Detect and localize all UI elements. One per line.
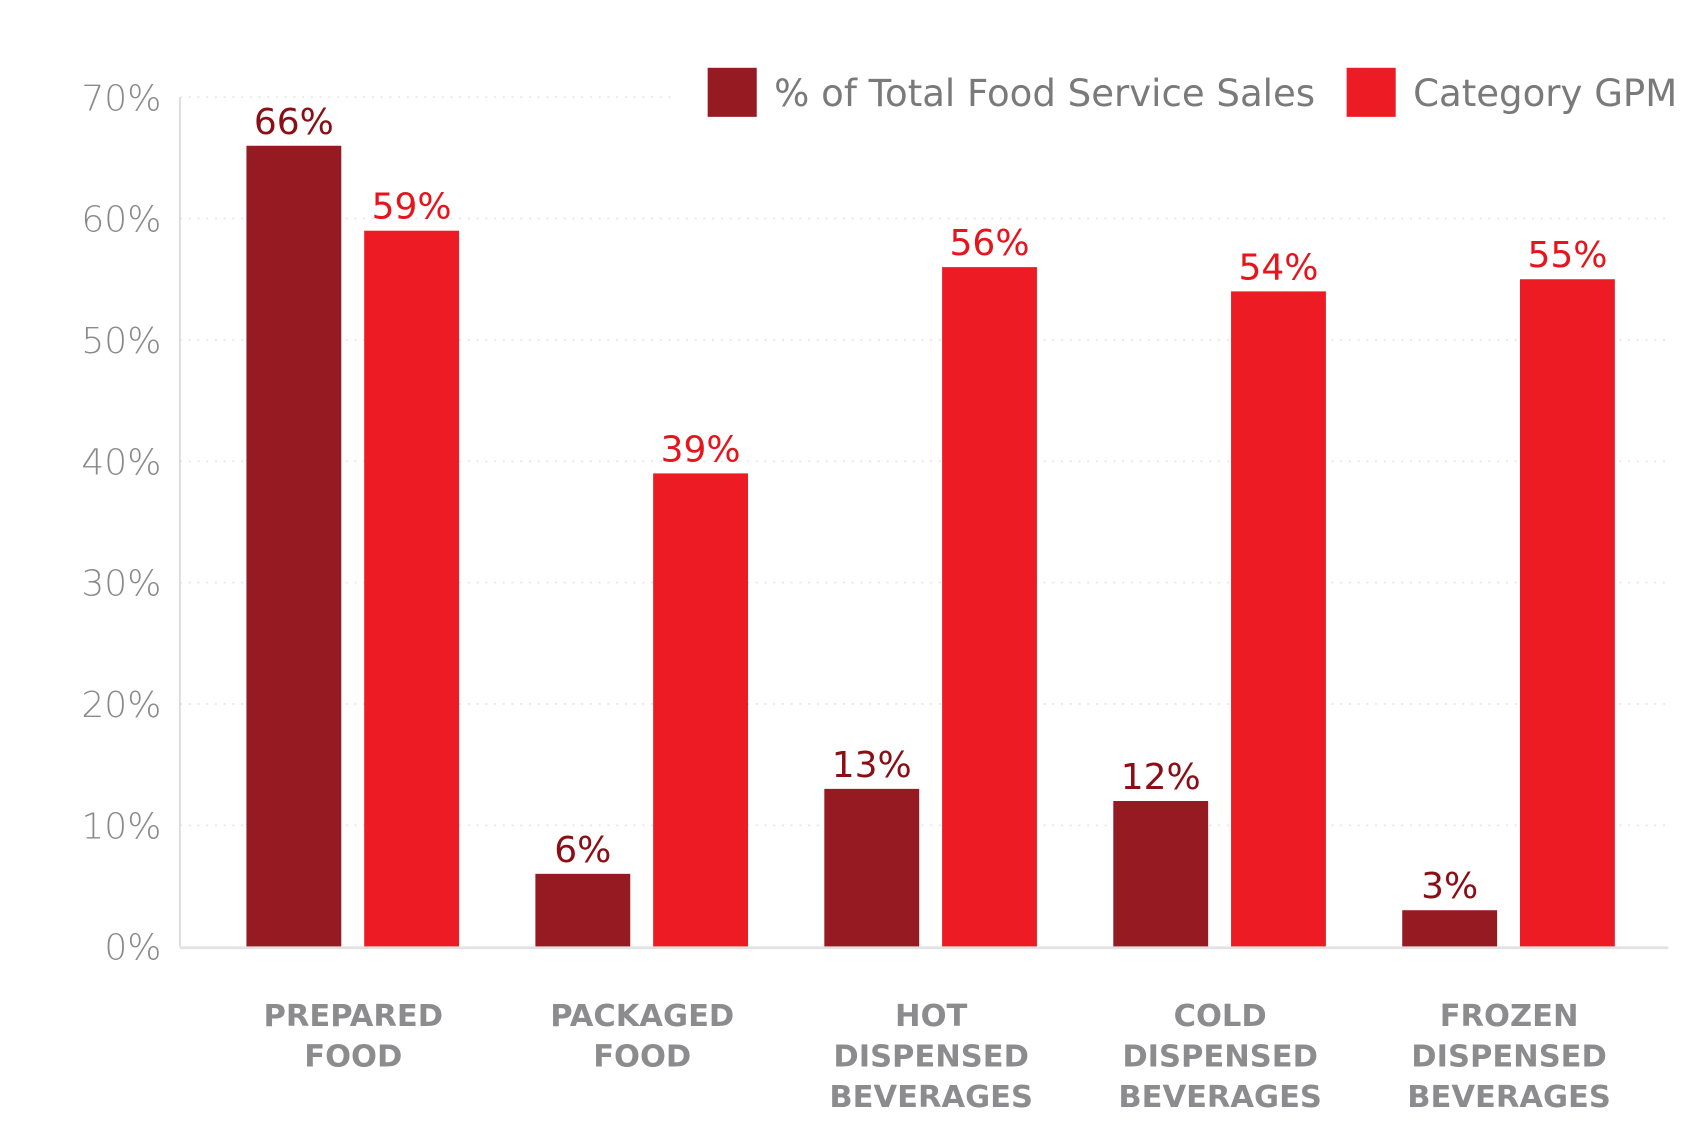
y-tick-label: 60% bbox=[81, 200, 161, 241]
data-label: 39% bbox=[661, 429, 741, 470]
legend-label: % of Total Food Service Sales bbox=[774, 72, 1315, 115]
x-category-label: HOT bbox=[895, 999, 967, 1034]
data-label: 6% bbox=[554, 830, 611, 871]
x-category-label: DISPENSED bbox=[1411, 1040, 1607, 1075]
y-tick-label: 50% bbox=[81, 321, 161, 362]
x-category-label: PACKAGED bbox=[550, 999, 734, 1034]
bar-gpm bbox=[942, 267, 1037, 947]
x-category-label: FOOD bbox=[304, 1040, 402, 1075]
x-category-label: BEVERAGES bbox=[1407, 1080, 1611, 1115]
data-label: 66% bbox=[254, 102, 334, 143]
legend-swatch bbox=[1346, 67, 1396, 117]
y-tick-label: 30% bbox=[81, 564, 161, 605]
x-category-label: FOOD bbox=[593, 1040, 691, 1075]
bar-sales bbox=[1402, 910, 1498, 947]
x-category-label: PREPARED bbox=[264, 999, 444, 1034]
bar-gpm bbox=[1519, 279, 1615, 947]
data-label: 12% bbox=[1121, 757, 1201, 798]
data-label: 3% bbox=[1421, 866, 1478, 907]
y-tick-label: 10% bbox=[81, 806, 161, 847]
x-category-label: COLD bbox=[1174, 999, 1267, 1034]
y-tick-label: 70% bbox=[81, 78, 161, 119]
bar-gpm bbox=[364, 230, 460, 947]
bar-gpm bbox=[653, 473, 749, 947]
y-tick-label: 40% bbox=[81, 442, 161, 483]
data-label: 56% bbox=[950, 223, 1030, 264]
y-tick-label: 0% bbox=[104, 928, 161, 969]
x-category-label: FROZEN bbox=[1440, 999, 1579, 1034]
legend-swatch bbox=[707, 67, 757, 117]
bar-sales bbox=[535, 873, 631, 947]
bar-sales bbox=[824, 788, 920, 947]
data-label: 13% bbox=[832, 745, 912, 786]
x-category-label: DISPENSED bbox=[833, 1040, 1029, 1075]
x-category-label: DISPENSED bbox=[1122, 1040, 1318, 1075]
data-label: 54% bbox=[1238, 247, 1318, 288]
data-label: 59% bbox=[372, 187, 452, 228]
bar-sales bbox=[1113, 801, 1209, 947]
data-label: 55% bbox=[1527, 235, 1607, 276]
y-tick-label: 20% bbox=[81, 685, 161, 726]
x-category-label: BEVERAGES bbox=[829, 1080, 1033, 1115]
bar-sales bbox=[246, 145, 342, 947]
legend-label: Category GPM bbox=[1413, 72, 1677, 115]
bar-gpm bbox=[1231, 291, 1326, 947]
x-category-label: BEVERAGES bbox=[1118, 1080, 1322, 1115]
